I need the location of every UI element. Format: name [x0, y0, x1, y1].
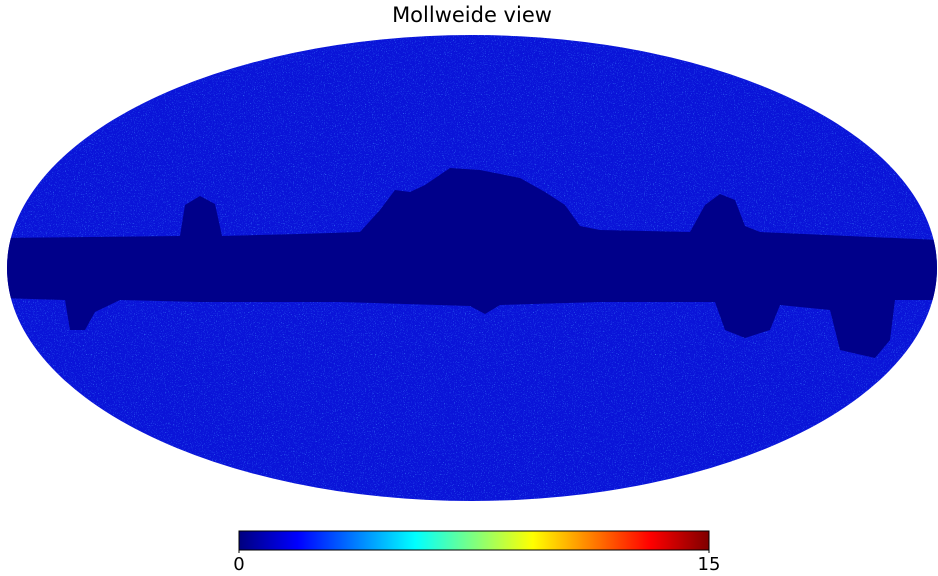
galactic-mask: [7, 168, 937, 358]
colorbar-tick-label: 0: [233, 554, 244, 575]
colorbar: [238, 530, 710, 551]
map-title: Mollweide view: [392, 3, 552, 27]
colorbar-tick-label: 15: [698, 554, 721, 575]
sky-map: [7, 35, 937, 501]
